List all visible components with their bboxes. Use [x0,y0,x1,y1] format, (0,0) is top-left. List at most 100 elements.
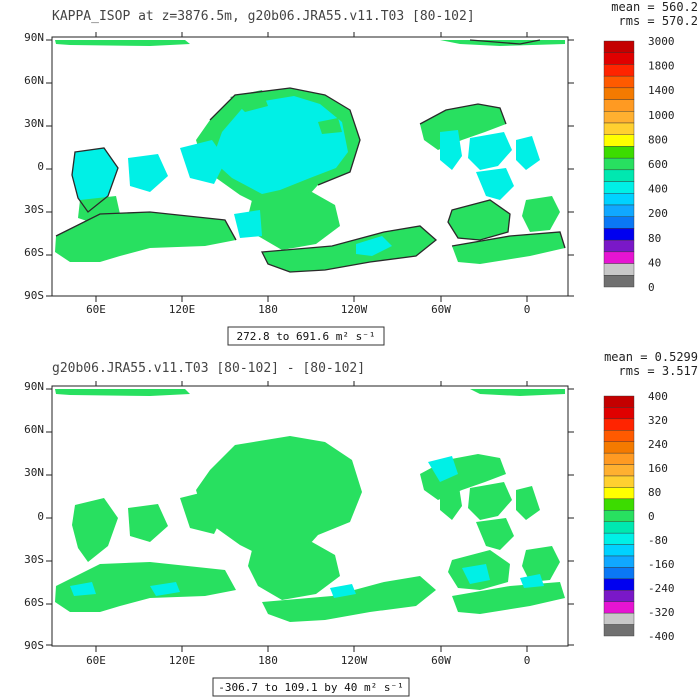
panel-2-title: g20b06.JRA55.v11.T03 [80-102] - [80-102] [52,361,365,376]
colorbar-label: 160 [648,462,668,475]
panel-1-map [51,36,569,297]
panel-1-lat-axis: 90N 60N 30N 0 30S 60S 90S [24,31,44,302]
colorbar-swatch [603,464,635,477]
colorbar-swatch [603,601,635,614]
panel-1-rms: rms = 570.2 [619,14,698,28]
colorbar-swatch [603,578,635,591]
panel-1-ocean-fields [55,40,565,272]
colorbar-swatch [603,216,635,229]
colorbar-label: -80 [648,534,668,547]
colorbar-label: 40 [648,256,661,269]
colorbar-swatch [603,99,635,112]
panel-2-lat-axis: 90N 60N 30N 0 30S 60S 90S [24,380,44,652]
colorbar-swatch [603,146,635,159]
panel-2-range-label: -306.7 to 109.1 by 40 m² s⁻¹ [218,681,403,694]
panel-2-map [51,385,569,647]
colorbar-swatch [603,430,635,442]
lon-label-180: 180 [258,654,278,667]
colorbar-swatch [603,567,635,580]
colorbar-swatch [603,64,635,77]
lon-label-0: 0 [524,303,531,316]
panel-2-mean: mean = 0.5299 [604,350,698,364]
colorbar-swatch [603,487,635,500]
colorbar-swatch [603,498,635,511]
colorbar-swatch [603,239,635,253]
colorbar-swatch [603,275,635,288]
panel-1-range-label: 272.8 to 691.6 m² s⁻¹ [236,330,375,343]
lat-label-90s: 90S [24,289,44,302]
colorbar-label: 3000 [648,35,675,48]
panel-1-title: KAPPA_ISOP at z=3876.5m, g20b06.JRA55.v1… [52,9,475,24]
lat-label-eq: 0 [37,160,44,173]
colorbar-swatch [603,75,635,89]
lat-label-90n: 90N [24,380,44,393]
colorbar-swatch [603,251,635,264]
lat-label-60s: 60S [24,596,44,609]
colorbar-swatch [603,134,635,147]
lon-label-120w: 120W [341,303,368,316]
colorbar-label: -160 [648,558,675,571]
panel-2-lon-axis: 60E 120E 180 120W 60W 0 [86,654,530,667]
lat-label-30s: 30S [24,553,44,566]
colorbar-label: 800 [648,133,668,146]
lat-label-eq: 0 [37,510,44,523]
colorbar-swatch [603,395,635,408]
lon-label-60e: 60E [86,303,106,316]
panel-2-range-box: -306.7 to 109.1 by 40 m² s⁻¹ [212,677,410,697]
colorbar-swatch [603,475,635,488]
panel-1: KAPPA_ISOP at z=3876.5m, g20b06.JRA55.v1… [24,0,698,346]
panel-2-rms: rms = 3.517 [619,364,698,378]
lat-label-60n: 60N [24,74,44,87]
colorbar-swatch [603,418,635,431]
panel-1-frame [51,36,569,297]
colorbar-label: 0 [648,281,655,294]
lon-label-0: 0 [524,654,531,667]
lon-label-120e: 120E [169,654,196,667]
colorbar-swatch [603,122,635,135]
lat-label-60n: 60N [24,423,44,436]
colorbar-swatch [603,204,635,217]
colorbar-label: 1800 [648,60,675,73]
colorbar-label: 1000 [648,109,675,122]
colorbar-swatch [603,228,635,241]
panel-1-range-box: 272.8 to 691.6 m² s⁻¹ [227,326,385,346]
lat-label-30s: 30S [24,203,44,216]
panel-2-frame [51,385,569,647]
colorbar-swatch [603,532,635,545]
panel-1-ticks [46,32,574,302]
lat-label-30n: 30N [24,117,44,130]
lat-label-30n: 30N [24,466,44,479]
colorbar-label: -320 [648,606,675,619]
panel-1-coastlines [55,39,566,273]
colorbar-swatch [603,111,635,124]
colorbar-label: 1400 [648,84,675,97]
lon-label-180: 180 [258,303,278,316]
panel-2: g20b06.JRA55.v11.T03 [80-102] - [80-102]… [24,350,698,697]
panel-2-colorbar: 400 320 240 160 80 0 -80 -160 -240 -320 -400 [603,390,675,643]
colorbar-label: 400 [648,183,668,196]
lon-label-60w: 60W [431,303,451,316]
lat-label-90s: 90S [24,639,44,652]
lon-label-60e: 60E [86,654,106,667]
colorbar-swatch [603,52,635,65]
colorbar-swatch [603,590,635,602]
colorbar-label: 320 [648,414,668,427]
colorbar-swatch [603,169,635,182]
colorbar-label: -400 [648,630,675,643]
colorbar-swatch [603,544,635,557]
panel-1-mean: mean = 560.2 [611,0,698,14]
colorbar-swatch [603,193,635,206]
colorbar-swatch [603,510,635,522]
colorbar-swatch [603,40,635,53]
panel-1-lon-axis: 60E 120E 180 120W 60W 0 [86,303,530,316]
colorbar-swatch [603,624,635,637]
colorbar-label: 200 [648,207,668,220]
colorbar-label: 400 [648,390,668,403]
lon-label-60w: 60W [431,654,451,667]
colorbar-label: -240 [648,582,675,595]
colorbar-swatch [603,181,635,194]
colorbar-swatch [603,407,635,420]
panel-2-ocean-fields [55,389,565,622]
